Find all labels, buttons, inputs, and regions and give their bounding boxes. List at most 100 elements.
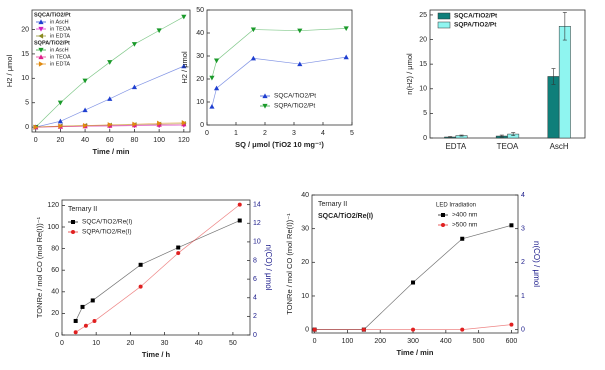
legend-marker bbox=[38, 33, 44, 39]
x-tick-label: 3 bbox=[292, 130, 296, 137]
y-tick-label: 25 bbox=[419, 12, 427, 19]
error-bar bbox=[511, 132, 516, 136]
legend-label: in TEOA bbox=[50, 54, 71, 60]
marker bbox=[460, 327, 465, 332]
y-tick-label: 20 bbox=[21, 26, 29, 33]
x-tick-label: 600 bbox=[506, 338, 518, 345]
y-tick-label: 5 bbox=[25, 100, 29, 107]
marker bbox=[411, 280, 416, 285]
x-tick-label: 0 bbox=[205, 130, 209, 137]
y-tick-label: 30 bbox=[301, 226, 309, 233]
marker bbox=[213, 58, 220, 64]
y2-tick-label: 4 bbox=[521, 192, 525, 199]
y-tick-label: 40 bbox=[51, 289, 59, 296]
y-tick-label: 0 bbox=[423, 135, 427, 142]
marker bbox=[509, 223, 514, 228]
x-tick-label: 1 bbox=[234, 130, 238, 137]
marker bbox=[58, 123, 63, 129]
x-axis-label: Time / h bbox=[142, 350, 171, 359]
marker bbox=[509, 322, 514, 327]
marker bbox=[361, 327, 366, 332]
marker bbox=[237, 218, 242, 223]
bar bbox=[558, 25, 571, 139]
marker bbox=[82, 78, 88, 84]
marker bbox=[237, 202, 242, 207]
marker bbox=[33, 124, 39, 130]
marker bbox=[138, 262, 143, 267]
y-tick-label: 20 bbox=[419, 36, 427, 43]
series-line bbox=[75, 204, 240, 333]
y-tick-label: 10 bbox=[301, 293, 309, 300]
x-tick-label: TEOA bbox=[497, 142, 519, 151]
error-bar bbox=[499, 134, 504, 138]
y-tick-label: 15 bbox=[419, 61, 427, 68]
plot-frame bbox=[61, 199, 251, 336]
y-tick-label: 5 bbox=[423, 110, 427, 117]
x-tick-label: 40 bbox=[81, 137, 89, 144]
legend-title: LED Irradiation bbox=[436, 203, 476, 209]
y-tick-label: 40 bbox=[196, 30, 204, 37]
legend-label: SQPA/TiO2/Re(I) bbox=[82, 229, 131, 236]
series-line bbox=[314, 224, 512, 330]
y-tick-label: 0 bbox=[200, 122, 204, 129]
y2-tick-label: 6 bbox=[253, 276, 257, 283]
y2-tick-label: 4 bbox=[253, 295, 257, 302]
legend-label: SQPA/TiO2/Pt bbox=[274, 103, 315, 110]
legend-group: SQCA/TiO2/Pt bbox=[34, 12, 71, 18]
x-tick-label: 40 bbox=[195, 340, 203, 347]
x-tick-label: 0 bbox=[60, 340, 64, 347]
marker bbox=[57, 118, 63, 124]
y2-tick-label: 1 bbox=[521, 293, 525, 300]
y2-tick-label: 14 bbox=[253, 201, 261, 208]
marker bbox=[343, 26, 349, 31]
marker bbox=[83, 323, 88, 328]
legend-label: SQCA/TiO2/Re(I) bbox=[82, 219, 132, 226]
marker bbox=[181, 63, 187, 69]
x-axis-label: Time / min bbox=[93, 147, 130, 156]
x-tick-label: 4 bbox=[321, 130, 325, 137]
marker bbox=[82, 123, 88, 129]
marker bbox=[176, 251, 181, 256]
y2-axis-label: n(CO) / μmol bbox=[264, 245, 273, 291]
legend-marker bbox=[441, 213, 445, 217]
legend-swatch bbox=[437, 12, 451, 20]
y-tick-label: 20 bbox=[51, 310, 59, 317]
legend-label: SQPA/TiO2/Pt bbox=[454, 22, 497, 29]
x-tick-label: 200 bbox=[374, 338, 386, 345]
marker bbox=[138, 284, 143, 289]
y-tick-label: 60 bbox=[51, 267, 59, 274]
legend-marker bbox=[262, 93, 268, 99]
marker bbox=[90, 298, 95, 303]
legend-marker bbox=[71, 220, 75, 224]
marker bbox=[297, 61, 303, 67]
legend-label: in AscH bbox=[50, 19, 69, 25]
x-tick-label: 20 bbox=[56, 137, 64, 144]
x-tick-label: 50 bbox=[229, 340, 237, 347]
chart-subtitle: SQCA/TiO2/Re(I) bbox=[318, 213, 373, 220]
x-tick-label: 120 bbox=[178, 137, 190, 144]
x-tick-label: 400 bbox=[440, 338, 452, 345]
plot-frame bbox=[311, 194, 519, 334]
y2-tick-label: 0 bbox=[521, 326, 525, 333]
marker bbox=[132, 121, 138, 127]
x-tick-label: 100 bbox=[153, 137, 165, 144]
marker bbox=[176, 245, 181, 250]
marker bbox=[343, 54, 349, 60]
marker bbox=[157, 120, 162, 126]
y-axis-label: n(H2) / μmol bbox=[405, 53, 414, 95]
x-tick-label: EDTA bbox=[445, 142, 466, 151]
y2-tick-label: 0 bbox=[253, 332, 257, 339]
marker bbox=[82, 107, 88, 113]
legend-marker bbox=[441, 223, 445, 227]
y-tick-label: 15 bbox=[21, 51, 29, 58]
legend-marker bbox=[38, 54, 44, 60]
y-tick-label: 20 bbox=[301, 259, 309, 266]
y-axis-label: H2 / μmol bbox=[5, 55, 14, 88]
x-tick-label: 30 bbox=[161, 340, 169, 347]
x-tick-label: 5 bbox=[350, 130, 354, 137]
y-tick-label: 120 bbox=[47, 202, 59, 209]
legend-label: >400 nm bbox=[452, 212, 477, 219]
error-bar bbox=[562, 12, 567, 41]
y-axis-label: H2 / μmol bbox=[180, 51, 189, 84]
